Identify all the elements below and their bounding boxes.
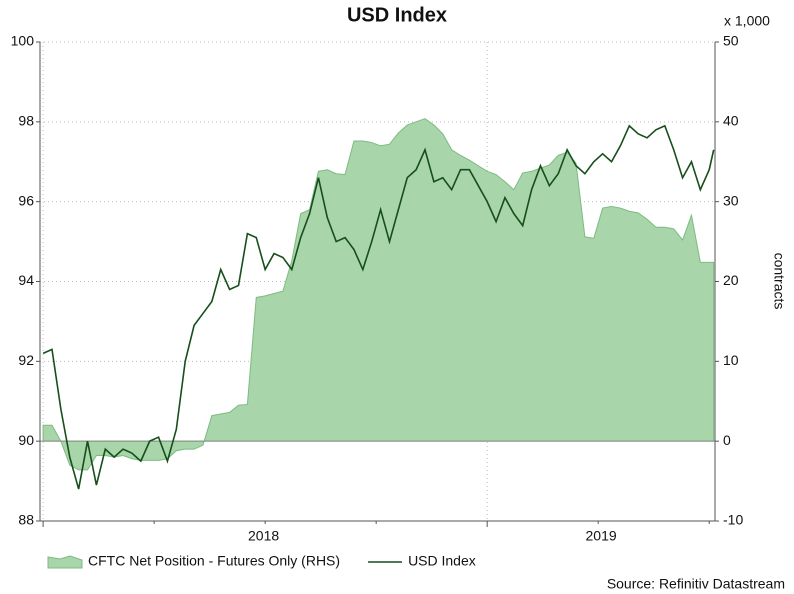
chart-title: USD Index — [347, 4, 447, 26]
y2-unit: x 1,000 — [724, 13, 770, 29]
y2-tick-label: 0 — [723, 432, 731, 448]
y-tick-label: 88 — [18, 512, 34, 528]
y2-tick-label: -10 — [723, 512, 743, 528]
x-tick-label: 2018 — [248, 528, 279, 544]
line — [42, 124, 715, 490]
legend-label: CFTC Net Position - Futures Only (RHS) — [88, 553, 340, 569]
y2-axis-label: contracts — [771, 253, 787, 310]
y-tick-label: 94 — [18, 272, 34, 288]
x-tick-label: 2019 — [586, 528, 617, 544]
y-tick-label: 90 — [18, 432, 34, 448]
y2-tick-label: 30 — [723, 192, 739, 208]
y-tick-label: 96 — [18, 192, 34, 208]
y2-tick-label: 40 — [723, 113, 739, 129]
y-tick-label: 98 — [18, 113, 34, 129]
y2-tick-label: 50 — [723, 33, 739, 49]
source: Source: Refinitiv Datastream — [607, 576, 785, 592]
area — [42, 118, 715, 471]
legend-swatch — [47, 555, 83, 569]
legend-label: USD Index — [408, 553, 476, 569]
y-tick-label: 100 — [11, 33, 35, 49]
y2-tick-label: 10 — [723, 352, 739, 368]
y2-tick-label: 20 — [723, 272, 739, 288]
y-tick-label: 92 — [18, 352, 34, 368]
